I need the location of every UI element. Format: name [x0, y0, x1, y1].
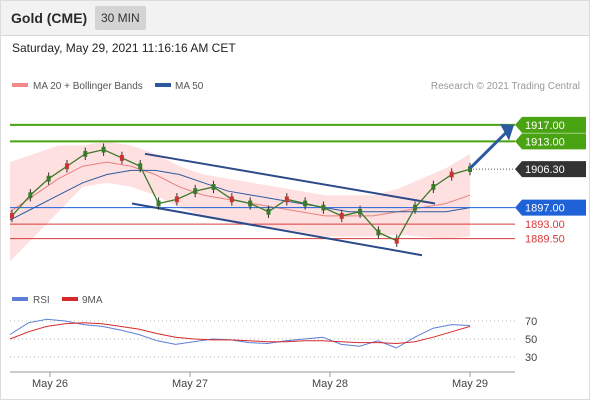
legend-swatch-ma50: [155, 83, 171, 87]
x-tick-label: May 28: [312, 378, 348, 390]
resistance-level-tag: [515, 133, 586, 150]
candle-body: [358, 208, 363, 215]
candle-body: [449, 171, 454, 178]
instrument-title: Gold (CME): [11, 10, 88, 26]
timestamp: Saturday, May 29, 2021 11:16:16 AM CET: [12, 41, 236, 55]
forecast-arrow-head: [500, 124, 514, 141]
candle-body: [321, 204, 326, 211]
resistance-level-label: 1917.00: [525, 120, 565, 132]
support-level-label: 1893.00: [525, 219, 565, 231]
candle-body: [138, 163, 143, 170]
channel-lower-line: [131, 202, 423, 257]
candle-body: [83, 150, 88, 157]
legend-swatch-9ma: [62, 297, 78, 301]
x-axis: May 26 May 27 May 28 May 29: [10, 371, 515, 390]
ma50-line: [9, 169, 471, 221]
candle-body: [413, 204, 418, 211]
candle-body: [211, 184, 216, 190]
candle-body: [266, 208, 271, 215]
resistance-level-tag: [515, 116, 586, 133]
pivot-level-label: 1897.00: [525, 203, 565, 215]
last-level-tag: [515, 161, 586, 178]
x-tick-label: May 26: [32, 378, 68, 390]
candle-body: [101, 146, 106, 153]
candle-body: [376, 229, 381, 236]
rsi-plot: 70 50 30: [9, 316, 537, 364]
chart-header: Gold (CME) 30 MIN: [0, 0, 590, 36]
candle-body: [303, 200, 308, 207]
candle-body: [468, 166, 472, 173]
x-tick-label: May 29: [452, 378, 488, 390]
pivot-level-tag: [515, 199, 586, 216]
candle-body: [174, 196, 179, 203]
resistance-level-label: 1913.00: [525, 136, 565, 148]
support-level-label: 1889.50: [525, 234, 565, 246]
legend-label-ma50: MA 50: [175, 81, 204, 92]
candle-body: [248, 200, 253, 207]
legend-swatch-rsi: [12, 297, 28, 301]
legend-label-bollinger: MA 20 + Bollinger Bands: [33, 81, 143, 92]
legend-label-rsi: RSI: [33, 295, 50, 306]
copyright: Research © 2021 Trading Central: [431, 81, 580, 92]
candle-body: [284, 196, 289, 203]
candle-body: [28, 192, 33, 199]
legend-label-9ma: 9MA: [82, 295, 103, 306]
rsi-tick-label: 30: [525, 352, 537, 364]
legend-swatch-bollinger: [12, 83, 28, 87]
candle-body: [64, 163, 69, 170]
timeframe-button[interactable]: 30 MIN: [95, 6, 146, 30]
last-level-label: 1906.30: [525, 164, 565, 176]
channel-upper-line: [144, 152, 436, 205]
candle-body: [394, 237, 399, 244]
9ma-line: [9, 322, 471, 345]
rsi-line: [9, 318, 471, 349]
candle-body: [10, 213, 14, 219]
candle-body: [119, 155, 124, 161]
candle-body: [229, 196, 234, 203]
main-plot: 1917.00 1913.00 1906.30 1897.00 1893.00 1889.…: [9, 116, 586, 262]
candle-body: [431, 184, 436, 190]
price-line: [11, 148, 471, 242]
candle-body: [46, 175, 51, 182]
rsi-tick-label: 70: [525, 316, 537, 328]
rsi-tick-label: 50: [525, 334, 537, 346]
candle-body: [156, 200, 161, 207]
candle-body: [339, 213, 344, 219]
forecast-arrow-shaft: [468, 129, 510, 170]
candle-body: [193, 188, 198, 194]
x-tick-label: May 27: [172, 378, 208, 390]
